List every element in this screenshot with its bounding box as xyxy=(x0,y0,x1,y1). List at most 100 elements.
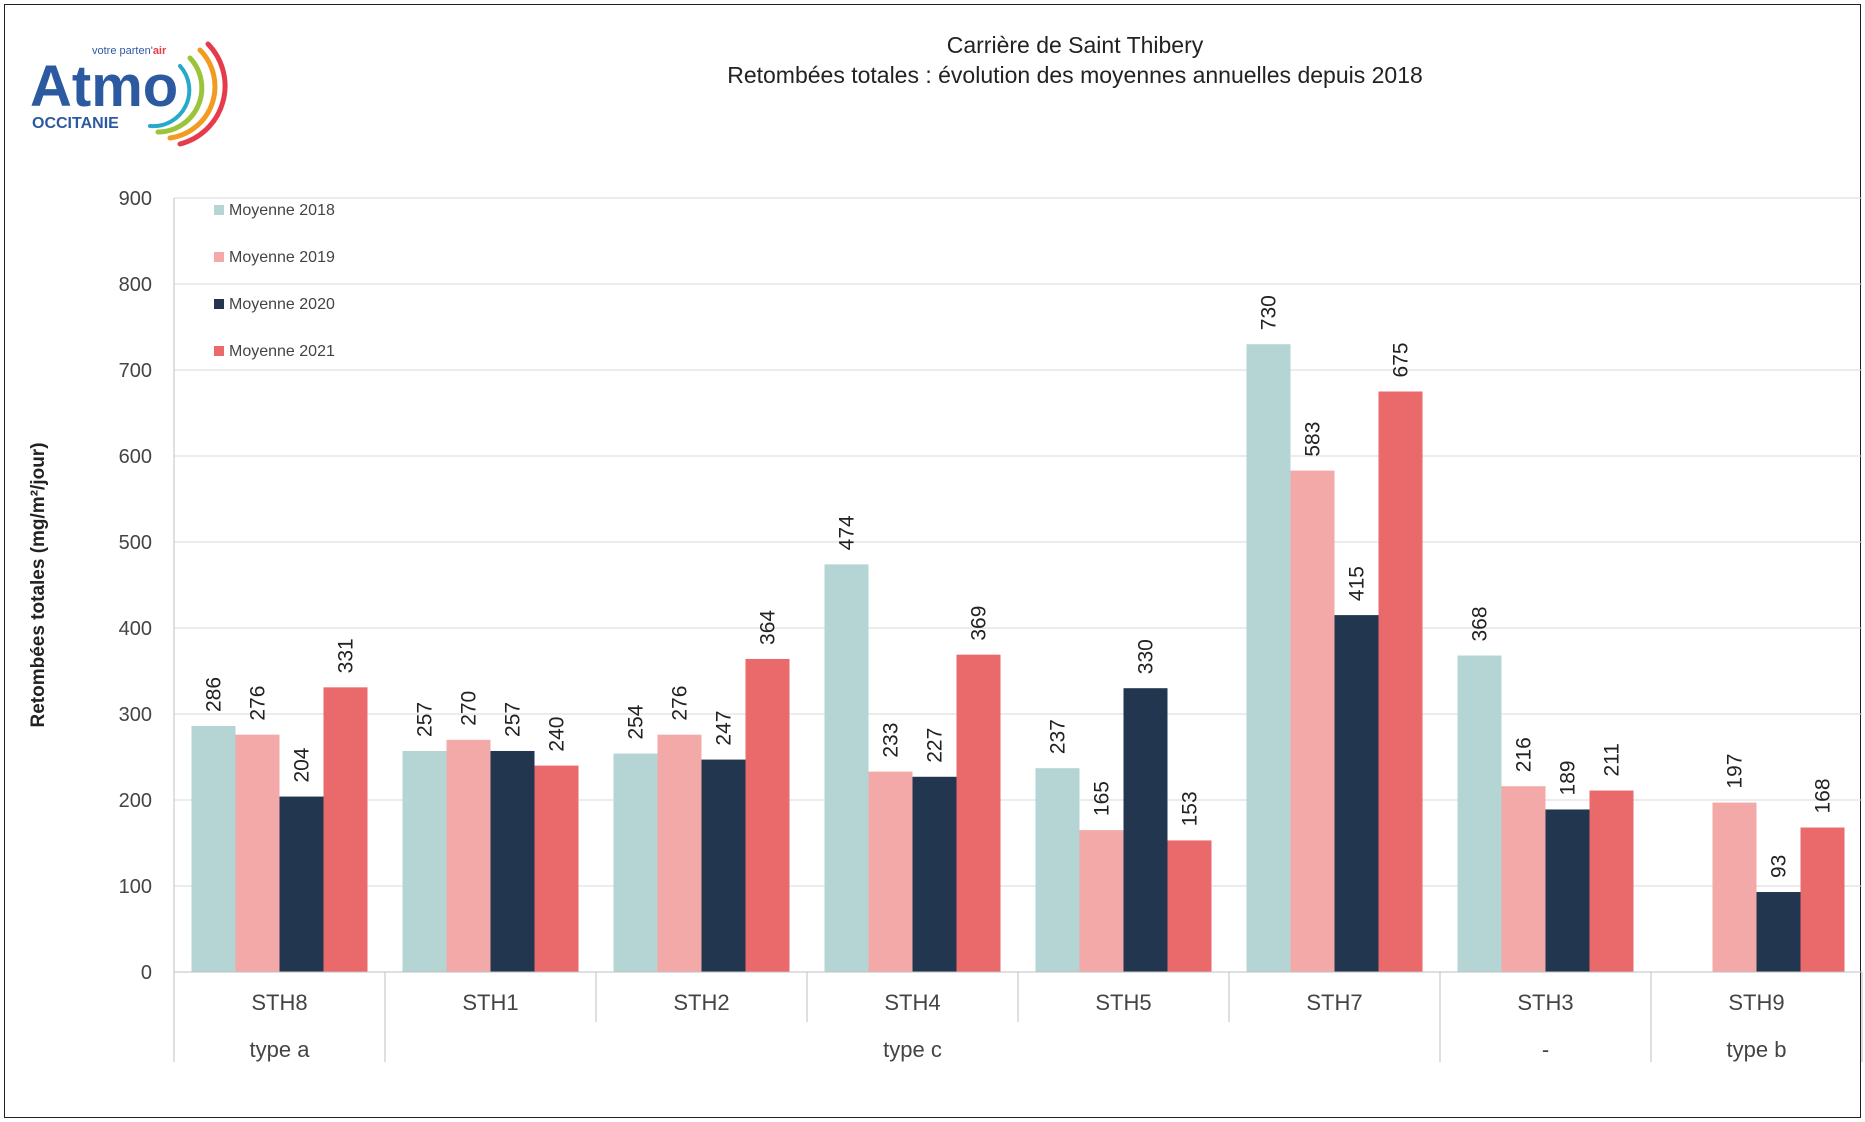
data-label: 583 xyxy=(1302,422,1325,457)
data-label: 276 xyxy=(669,686,692,721)
bar xyxy=(1712,802,1757,972)
bar xyxy=(1589,790,1634,972)
data-label: 168 xyxy=(1812,778,1835,813)
group-label: type c xyxy=(883,1037,942,1062)
category-label: STH3 xyxy=(1517,990,1573,1015)
bar xyxy=(657,734,702,972)
legend-label: Moyenne 2020 xyxy=(229,296,335,313)
data-label: 93 xyxy=(1768,855,1791,878)
data-label: 331 xyxy=(335,638,358,673)
data-label: 286 xyxy=(203,677,226,712)
data-label: 474 xyxy=(836,515,859,550)
data-label: 369 xyxy=(968,606,991,641)
data-label: 189 xyxy=(1557,760,1580,795)
category-label: STH8 xyxy=(251,990,307,1015)
data-label: 153 xyxy=(1179,791,1202,826)
y-tick-label: 300 xyxy=(119,704,152,726)
category-label: STH1 xyxy=(462,990,518,1015)
category-label: STH2 xyxy=(673,990,729,1015)
bar xyxy=(1290,470,1335,972)
legend-swatch xyxy=(214,252,224,262)
bar xyxy=(912,776,957,972)
data-label: 216 xyxy=(1513,737,1536,772)
bar xyxy=(956,654,1001,972)
data-label: 227 xyxy=(924,728,947,763)
logo-brand: Atmo xyxy=(30,54,178,119)
data-label: 730 xyxy=(1258,295,1281,330)
data-label: 254 xyxy=(625,704,648,739)
category-label: STH7 xyxy=(1306,990,1362,1015)
data-label: 204 xyxy=(291,747,314,782)
y-tick-label: 0 xyxy=(141,962,152,984)
y-tick-label: 800 xyxy=(119,274,152,296)
group-label: type b xyxy=(1727,1037,1787,1062)
legend-swatch xyxy=(214,346,224,356)
y-tick-label: 100 xyxy=(119,876,152,898)
bar xyxy=(868,771,913,972)
category-label: STH9 xyxy=(1728,990,1784,1015)
logo-graphic: votre parten'air Atmo OCCITANIE xyxy=(30,41,228,147)
data-label: 276 xyxy=(247,686,270,721)
bar xyxy=(402,750,447,972)
bar xyxy=(191,726,236,972)
bar xyxy=(323,687,368,972)
legend-swatch xyxy=(214,205,224,215)
data-label: 257 xyxy=(502,702,525,737)
bar xyxy=(490,750,535,972)
bar xyxy=(279,796,324,972)
data-label: 165 xyxy=(1091,781,1114,816)
category-label: STH4 xyxy=(884,990,940,1015)
bar xyxy=(1378,391,1423,972)
bar xyxy=(824,564,869,972)
data-label: 247 xyxy=(713,711,736,746)
y-axis-title: Retombées totales (mg/m²/jour) xyxy=(28,442,49,727)
y-tick-label: 700 xyxy=(119,360,152,382)
bar xyxy=(534,765,579,972)
legend-swatch xyxy=(214,299,224,309)
legend-label: Moyenne 2019 xyxy=(229,249,335,266)
group-label: - xyxy=(1542,1037,1549,1062)
bar xyxy=(446,739,491,972)
y-tick-label: 600 xyxy=(119,446,152,468)
atmo-occitanie-logo: votre parten'air Atmo OCCITANIE xyxy=(30,26,270,154)
legend-label: Moyenne 2018 xyxy=(229,202,335,219)
bar xyxy=(1246,344,1291,972)
bar xyxy=(613,753,658,972)
data-label: 415 xyxy=(1346,566,1369,601)
y-tick-label: 500 xyxy=(119,532,152,554)
logo-tagline: votre parten'air xyxy=(92,45,167,57)
data-label: 237 xyxy=(1047,719,1070,754)
chart-title: Carrière de Saint Thibery xyxy=(946,32,1204,58)
bar xyxy=(1457,655,1502,972)
logo-region: OCCITANIE xyxy=(32,115,119,132)
bar xyxy=(1123,688,1168,972)
bar xyxy=(1800,827,1845,972)
y-tick-label: 400 xyxy=(119,618,152,640)
data-label: 197 xyxy=(1724,754,1747,789)
chart-subtitle: Retombées totales : évolution des moyenn… xyxy=(727,62,1423,88)
category-label: STH5 xyxy=(1095,990,1151,1015)
bar xyxy=(1756,892,1801,972)
data-label: 368 xyxy=(1469,606,1492,641)
bar xyxy=(701,759,746,972)
data-label: 330 xyxy=(1135,639,1158,674)
bar xyxy=(1545,809,1590,972)
data-label: 675 xyxy=(1390,342,1413,377)
data-label: 257 xyxy=(414,702,437,737)
y-tick-label: 200 xyxy=(119,790,152,812)
bar xyxy=(1501,786,1546,972)
chart-title-block: Carrière de Saint Thibery Retombées tota… xyxy=(600,30,1550,90)
data-label: 233 xyxy=(880,723,903,758)
bar xyxy=(235,734,280,972)
data-label: 240 xyxy=(546,717,569,752)
bar xyxy=(1035,768,1080,972)
bar xyxy=(1079,830,1124,972)
data-label: 211 xyxy=(1601,743,1624,776)
bar xyxy=(1334,615,1379,972)
legend-label: Moyenne 2021 xyxy=(229,343,335,360)
group-label: type a xyxy=(250,1037,311,1062)
bar xyxy=(745,658,790,972)
y-tick-label: 900 xyxy=(119,188,152,210)
bar xyxy=(1167,840,1212,972)
